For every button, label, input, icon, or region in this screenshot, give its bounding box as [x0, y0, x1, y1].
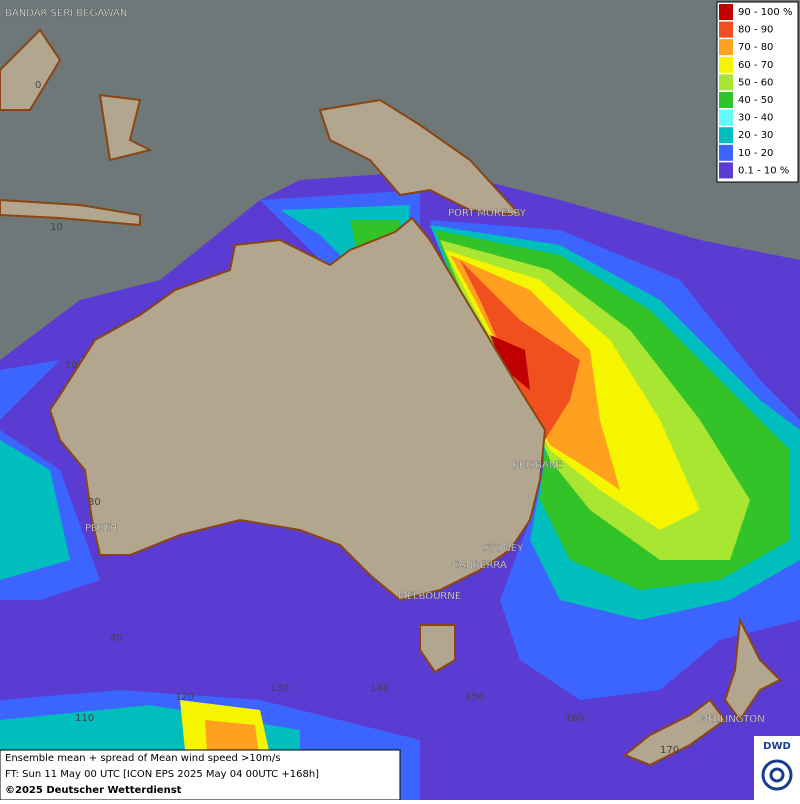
- legend-swatch: [719, 144, 733, 161]
- legend-swatch: [719, 56, 733, 73]
- tasmania: [419, 624, 456, 674]
- city-label: BRISBANE: [512, 460, 563, 471]
- footer-line: ©2025 Deutscher Wetterdienst: [5, 785, 182, 796]
- legend-label: 10 - 20: [738, 148, 773, 159]
- longitude-label: 160: [565, 713, 584, 724]
- java: [0, 198, 141, 227]
- legend-label: 20 - 30: [738, 130, 773, 141]
- legend-label: 40 - 50: [738, 95, 773, 106]
- legend-swatch: [719, 127, 733, 144]
- legend-swatch: [719, 162, 733, 179]
- sulawesi: [98, 93, 153, 162]
- legend-label: 60 - 70: [738, 60, 773, 71]
- labels: BANDAR SERI BEGAWAN PORT MORESBY BRISBANE P…: [5, 8, 765, 756]
- legend-label: 80 - 90: [738, 25, 773, 36]
- legend-label: 90 - 100 %: [738, 7, 792, 18]
- latitude-label: 20: [65, 360, 78, 371]
- city-label: SYDNEY: [483, 543, 524, 554]
- city-label: PERTH: [85, 523, 117, 534]
- logo-mark: [761, 759, 793, 791]
- city-label: CANBERRA: [452, 560, 507, 571]
- latitude-label: 0: [35, 80, 41, 91]
- legend-label: 0.1 - 10 %: [738, 165, 789, 176]
- field-30: [0, 440, 70, 580]
- city-label: PORT MORESBY: [448, 208, 527, 219]
- north-island: [723, 616, 782, 722]
- field-100: [490, 335, 530, 390]
- longitude-label: 150: [465, 692, 484, 703]
- new-guinea: [318, 98, 523, 217]
- longitude-label: 110: [75, 713, 94, 724]
- land: [0, 28, 782, 767]
- legend-label: 50 - 60: [738, 77, 773, 88]
- legend: 90 - 100 % 80 - 90 70 - 80 60 - 70 50 - 60 40…: [716, 1, 799, 183]
- legend-label: 30 - 40: [738, 113, 773, 124]
- logo: DWD: [763, 741, 791, 752]
- longitude-label: 140: [370, 683, 389, 694]
- legend-swatch: [719, 4, 733, 20]
- legend-swatch: [719, 109, 733, 126]
- borneo: [0, 28, 62, 111]
- logo-mark: [769, 767, 785, 783]
- latitude-label: 40: [110, 633, 123, 644]
- legend-swatch: [719, 74, 733, 91]
- footer-line: FT: Sun 11 May 00 UTC [ICON EPS 2025 May…: [5, 769, 319, 780]
- field-20: [0, 360, 60, 420]
- longitude-label: 120: [175, 692, 194, 703]
- city-label: BANDAR SERI BEGAWAN: [5, 8, 127, 19]
- australia: [48, 216, 547, 602]
- legend-label: 70 - 80: [738, 42, 773, 53]
- longitude-label: 170: [660, 745, 679, 756]
- legend-swatch: [719, 39, 733, 56]
- city-label: WELLINGTON: [698, 714, 765, 725]
- legend-swatch: [719, 21, 733, 38]
- longitude-label: 130: [270, 683, 289, 694]
- latitude-label: 10: [50, 222, 63, 233]
- legend-swatch: [719, 92, 733, 108]
- city-label: MELBOURNE: [398, 591, 461, 602]
- footer-line: Ensemble mean + spread of Mean wind spee…: [5, 753, 280, 764]
- latitude-label: 30: [88, 497, 101, 508]
- south-island: [623, 698, 727, 767]
